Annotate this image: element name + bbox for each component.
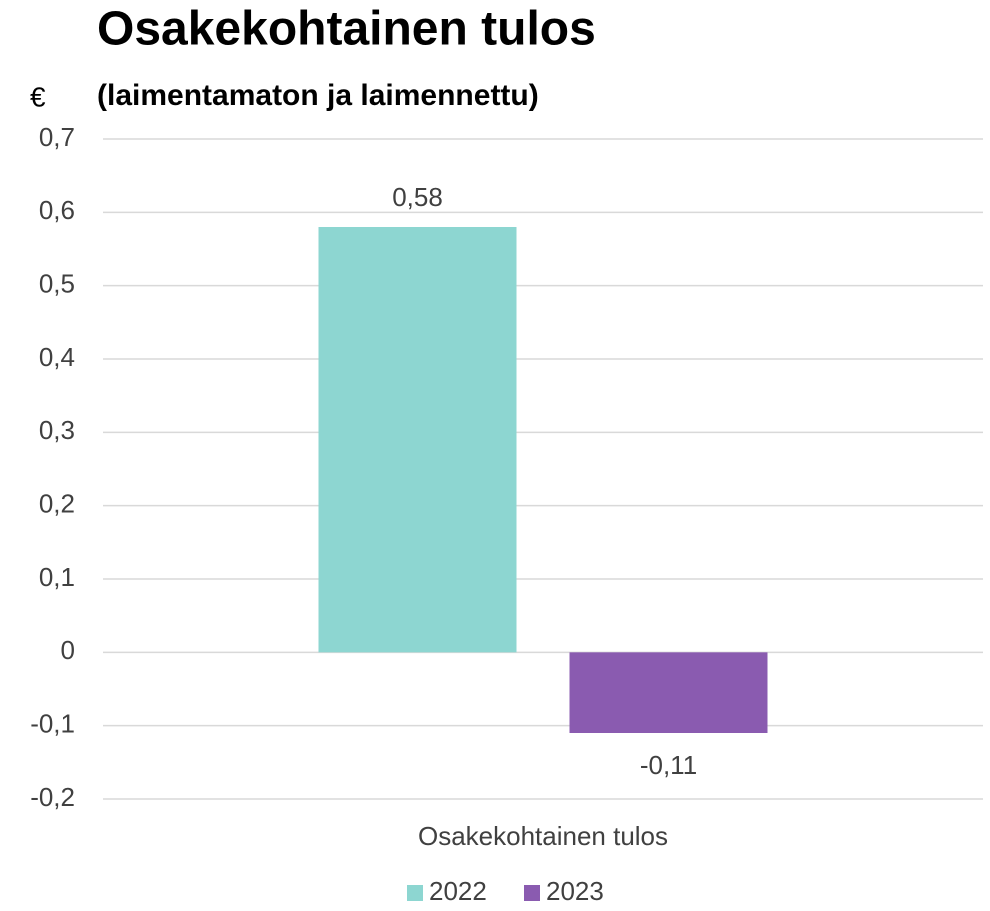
chart-title: Osakekohtainen tulos	[97, 3, 596, 56]
y-axis-label: €	[30, 81, 46, 112]
legend-label: 2023	[546, 876, 604, 906]
y-tick-label: 0,4	[39, 342, 75, 372]
x-tick-label: Osakekohtainen tulos	[418, 821, 668, 851]
bar	[318, 227, 517, 653]
y-tick-label: 0,6	[39, 195, 75, 225]
legend-label: 2022	[429, 876, 487, 906]
value-label: -0,11	[640, 750, 697, 780]
chart-subtitle: (laimentamaton ja laimennettu)	[97, 79, 539, 112]
y-tick-label: 0,3	[39, 415, 75, 445]
y-tick-label: 0,1	[39, 562, 75, 592]
legend-swatch	[407, 885, 423, 901]
y-tick-label: 0	[61, 635, 75, 665]
y-tick-label: -0,2	[30, 782, 75, 812]
y-tick-label: 0,7	[39, 122, 75, 152]
legend-swatch	[524, 885, 540, 901]
value-label: 0,58	[392, 182, 443, 212]
bar	[569, 652, 768, 733]
y-tick-label: 0,5	[39, 269, 75, 299]
y-tick-label: -0,1	[30, 709, 75, 739]
y-tick-label: 0,2	[39, 489, 75, 519]
